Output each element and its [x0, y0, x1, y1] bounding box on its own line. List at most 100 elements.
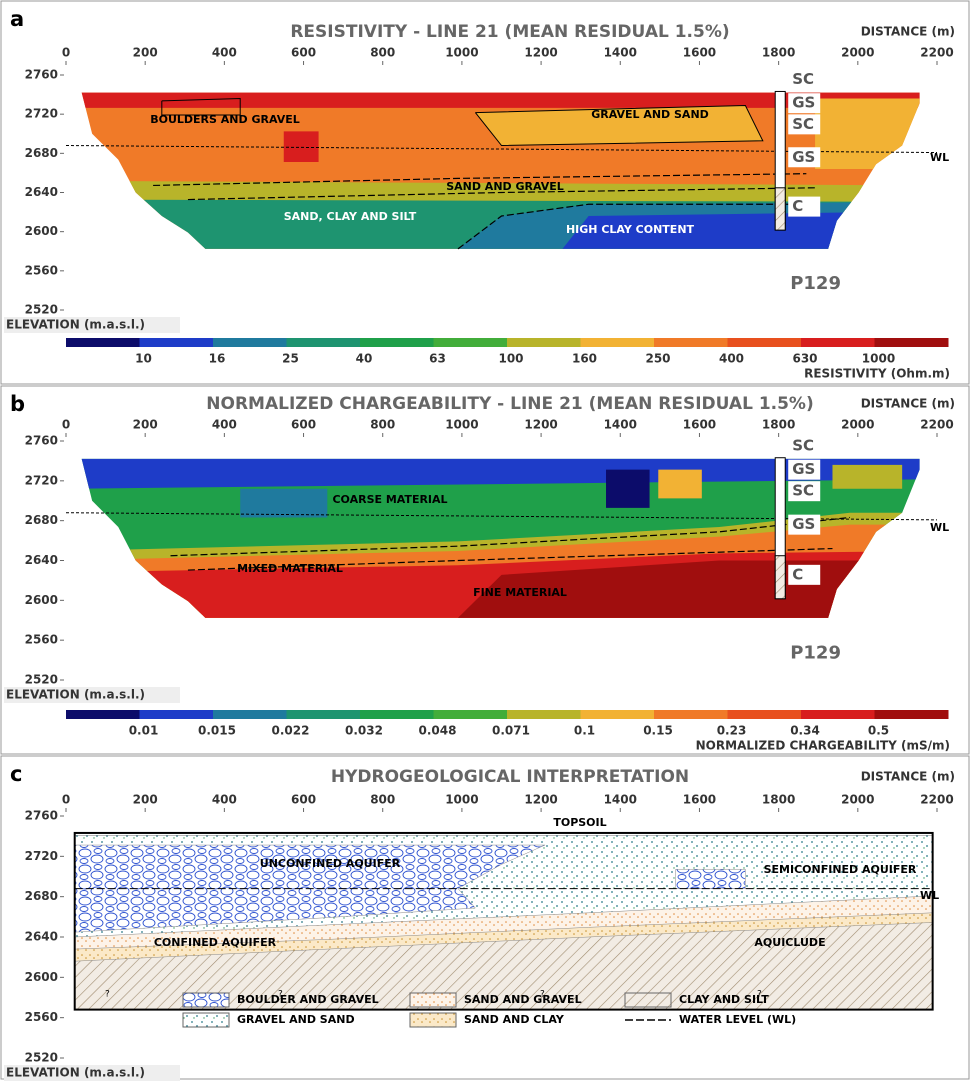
borehole-unit: SC: [792, 482, 814, 500]
colorbar-swatch: [728, 338, 802, 347]
y-tick-label: 2760: [25, 68, 58, 82]
panel-label: b: [10, 392, 25, 416]
annotation: SEMICONFINED AQUIFER: [764, 863, 917, 876]
annotation: BOULDERS AND GRAVEL: [150, 113, 300, 126]
annotation: TOPSOIL: [553, 816, 606, 829]
legend-swatch: [183, 993, 229, 1007]
panel-label: a: [10, 7, 24, 31]
colorbar-tick-label: 0.15: [643, 724, 673, 738]
colorbar-swatch: [801, 338, 875, 347]
legend-label: SAND AND GRAVEL: [464, 993, 582, 1006]
x-tick-label: 1600: [683, 793, 716, 807]
y-tick-label: 2560: [25, 1010, 58, 1024]
x-tick-label: 1000: [445, 46, 478, 60]
interpretation-unit: [676, 869, 746, 888]
x-tick-label: 1800: [762, 46, 795, 60]
colorbar-label: NORMALIZED CHARGEABILITY (mS/m): [696, 739, 950, 753]
colorbar-tick-label: 25: [282, 352, 299, 366]
x-tick-label: 1800: [762, 418, 795, 432]
colorbar-tick-label: 400: [719, 352, 744, 366]
section-zone: [832, 465, 902, 489]
x-tick-label: 1400: [604, 418, 637, 432]
panel-title: RESISTIVITY - LINE 21 (MEAN RESIDUAL 1.5…: [290, 22, 729, 42]
x-tick-label: 800: [370, 46, 395, 60]
x-tick-label: 2000: [841, 793, 874, 807]
colorbar-swatch: [434, 710, 508, 719]
legend-swatch: [183, 1013, 229, 1027]
x-tick-label: 2000: [841, 418, 874, 432]
legend-swatch: [410, 993, 456, 1007]
section-zone: [658, 470, 702, 499]
colorbar-tick-label: 0.23: [717, 724, 747, 738]
colorbar-tick-label: 0.1: [574, 724, 595, 738]
y-tick-label: 2720: [25, 107, 58, 121]
colorbar-tick-label: 0.022: [272, 724, 310, 738]
legend-swatch: [410, 1013, 456, 1027]
annotation: SAND, CLAY AND SILT: [284, 210, 417, 223]
x-tick-label: 1400: [604, 793, 637, 807]
x-tick-label: 400: [212, 418, 237, 432]
y-tick-label: 2720: [25, 849, 58, 863]
colorbar-label: RESISTIVITY (Ohm.m): [804, 367, 950, 381]
y-tick-label: 2600: [25, 593, 58, 607]
colorbar-tick-label: 100: [498, 352, 523, 366]
x-tick-label: 2200: [920, 418, 953, 432]
colorbar-swatch: [507, 338, 581, 347]
x-tick-label: 2200: [920, 793, 953, 807]
colorbar-swatch: [213, 710, 287, 719]
x-tick-label: 2200: [920, 46, 953, 60]
x-tick-label: 600: [291, 46, 316, 60]
colorbar-swatch: [581, 710, 655, 719]
section-zone: [240, 489, 327, 518]
borehole-unit: SC: [792, 70, 814, 88]
panel-title: HYDROGEOLOGICAL INTERPRETATION: [331, 767, 689, 787]
section-zone: [815, 99, 937, 170]
annotation: AQUICLUDE: [754, 936, 825, 949]
colorbar-swatch: [287, 338, 361, 347]
borehole-unit: SC: [792, 115, 814, 133]
colorbar-tick-label: 0.015: [198, 724, 236, 738]
y-tick-label: 2640: [25, 930, 58, 944]
x-tick-label: 1200: [524, 418, 557, 432]
water-level-label: WL: [930, 151, 949, 164]
y-tick-label: 2520: [25, 673, 58, 687]
borehole-fill: [775, 556, 785, 599]
colorbar-tick-label: 1000: [862, 352, 895, 366]
colorbar-tick-label: 16: [209, 352, 226, 366]
colorbar-swatch: [654, 338, 728, 347]
colorbar-swatch: [140, 710, 214, 719]
colorbar-tick-label: 10: [135, 352, 152, 366]
x-tick-label: 0: [62, 793, 70, 807]
annotation: MIXED MATERIAL: [237, 562, 343, 575]
borehole-name: P129: [790, 273, 841, 294]
colorbar-swatch: [140, 338, 214, 347]
colorbar-swatch: [654, 710, 728, 719]
x-tick-label: 200: [133, 793, 158, 807]
y-axis-label: ELEVATION (m.a.s.l.): [6, 688, 145, 702]
colorbar-tick-label: 0.01: [129, 724, 159, 738]
annotation: SAND AND GRAVEL: [446, 180, 564, 193]
section-zone: [606, 470, 650, 508]
borehole-unit: GS: [792, 460, 815, 478]
y-tick-label: 2560: [25, 633, 58, 647]
unknown-mark: ?: [105, 990, 110, 1000]
colorbar-tick-label: 0.5: [868, 724, 889, 738]
x-tick-label: 1600: [683, 418, 716, 432]
colorbar-swatch: [875, 338, 949, 347]
y-tick-label: 2640: [25, 185, 58, 199]
colorbar-swatch: [66, 710, 140, 719]
y-tick-label: 2760: [25, 434, 58, 448]
colorbar-tick-label: 630: [792, 352, 817, 366]
y-tick-label: 2520: [25, 303, 58, 317]
colorbar-swatch: [801, 710, 875, 719]
y-tick-label: 2680: [25, 146, 58, 160]
annotation: COARSE MATERIAL: [332, 493, 447, 506]
y-axis-label: ELEVATION (m.a.s.l.): [6, 318, 145, 332]
borehole-fill: [775, 188, 785, 230]
borehole-unit: SC: [792, 436, 814, 454]
colorbar-swatch: [434, 338, 508, 347]
figure: a RESISTIVITY - LINE 21 (MEAN RESIDUAL 1.…: [0, 0, 972, 1081]
water-level-label: WL: [930, 521, 949, 534]
borehole-name: P129: [790, 643, 841, 664]
water-level-label: WL: [920, 889, 939, 902]
